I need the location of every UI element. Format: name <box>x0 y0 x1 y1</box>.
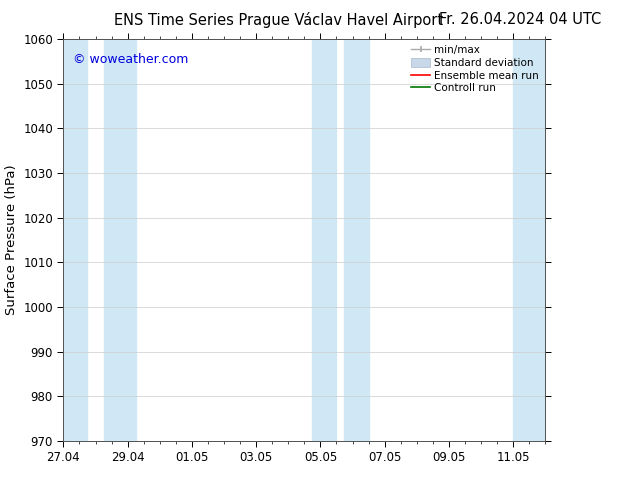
Bar <box>63 39 87 441</box>
Legend: min/max, Standard deviation, Ensemble mean run, Controll run: min/max, Standard deviation, Ensemble me… <box>407 41 543 98</box>
Bar <box>313 39 337 441</box>
Bar <box>103 39 136 441</box>
Y-axis label: Surface Pressure (hPa): Surface Pressure (hPa) <box>4 165 18 316</box>
Bar <box>344 39 368 441</box>
Bar <box>513 39 545 441</box>
Text: © woweather.com: © woweather.com <box>73 53 188 66</box>
Text: Fr. 26.04.2024 04 UTC: Fr. 26.04.2024 04 UTC <box>439 12 601 27</box>
Text: ENS Time Series Prague Václav Havel Airport: ENS Time Series Prague Václav Havel Airp… <box>114 12 444 28</box>
